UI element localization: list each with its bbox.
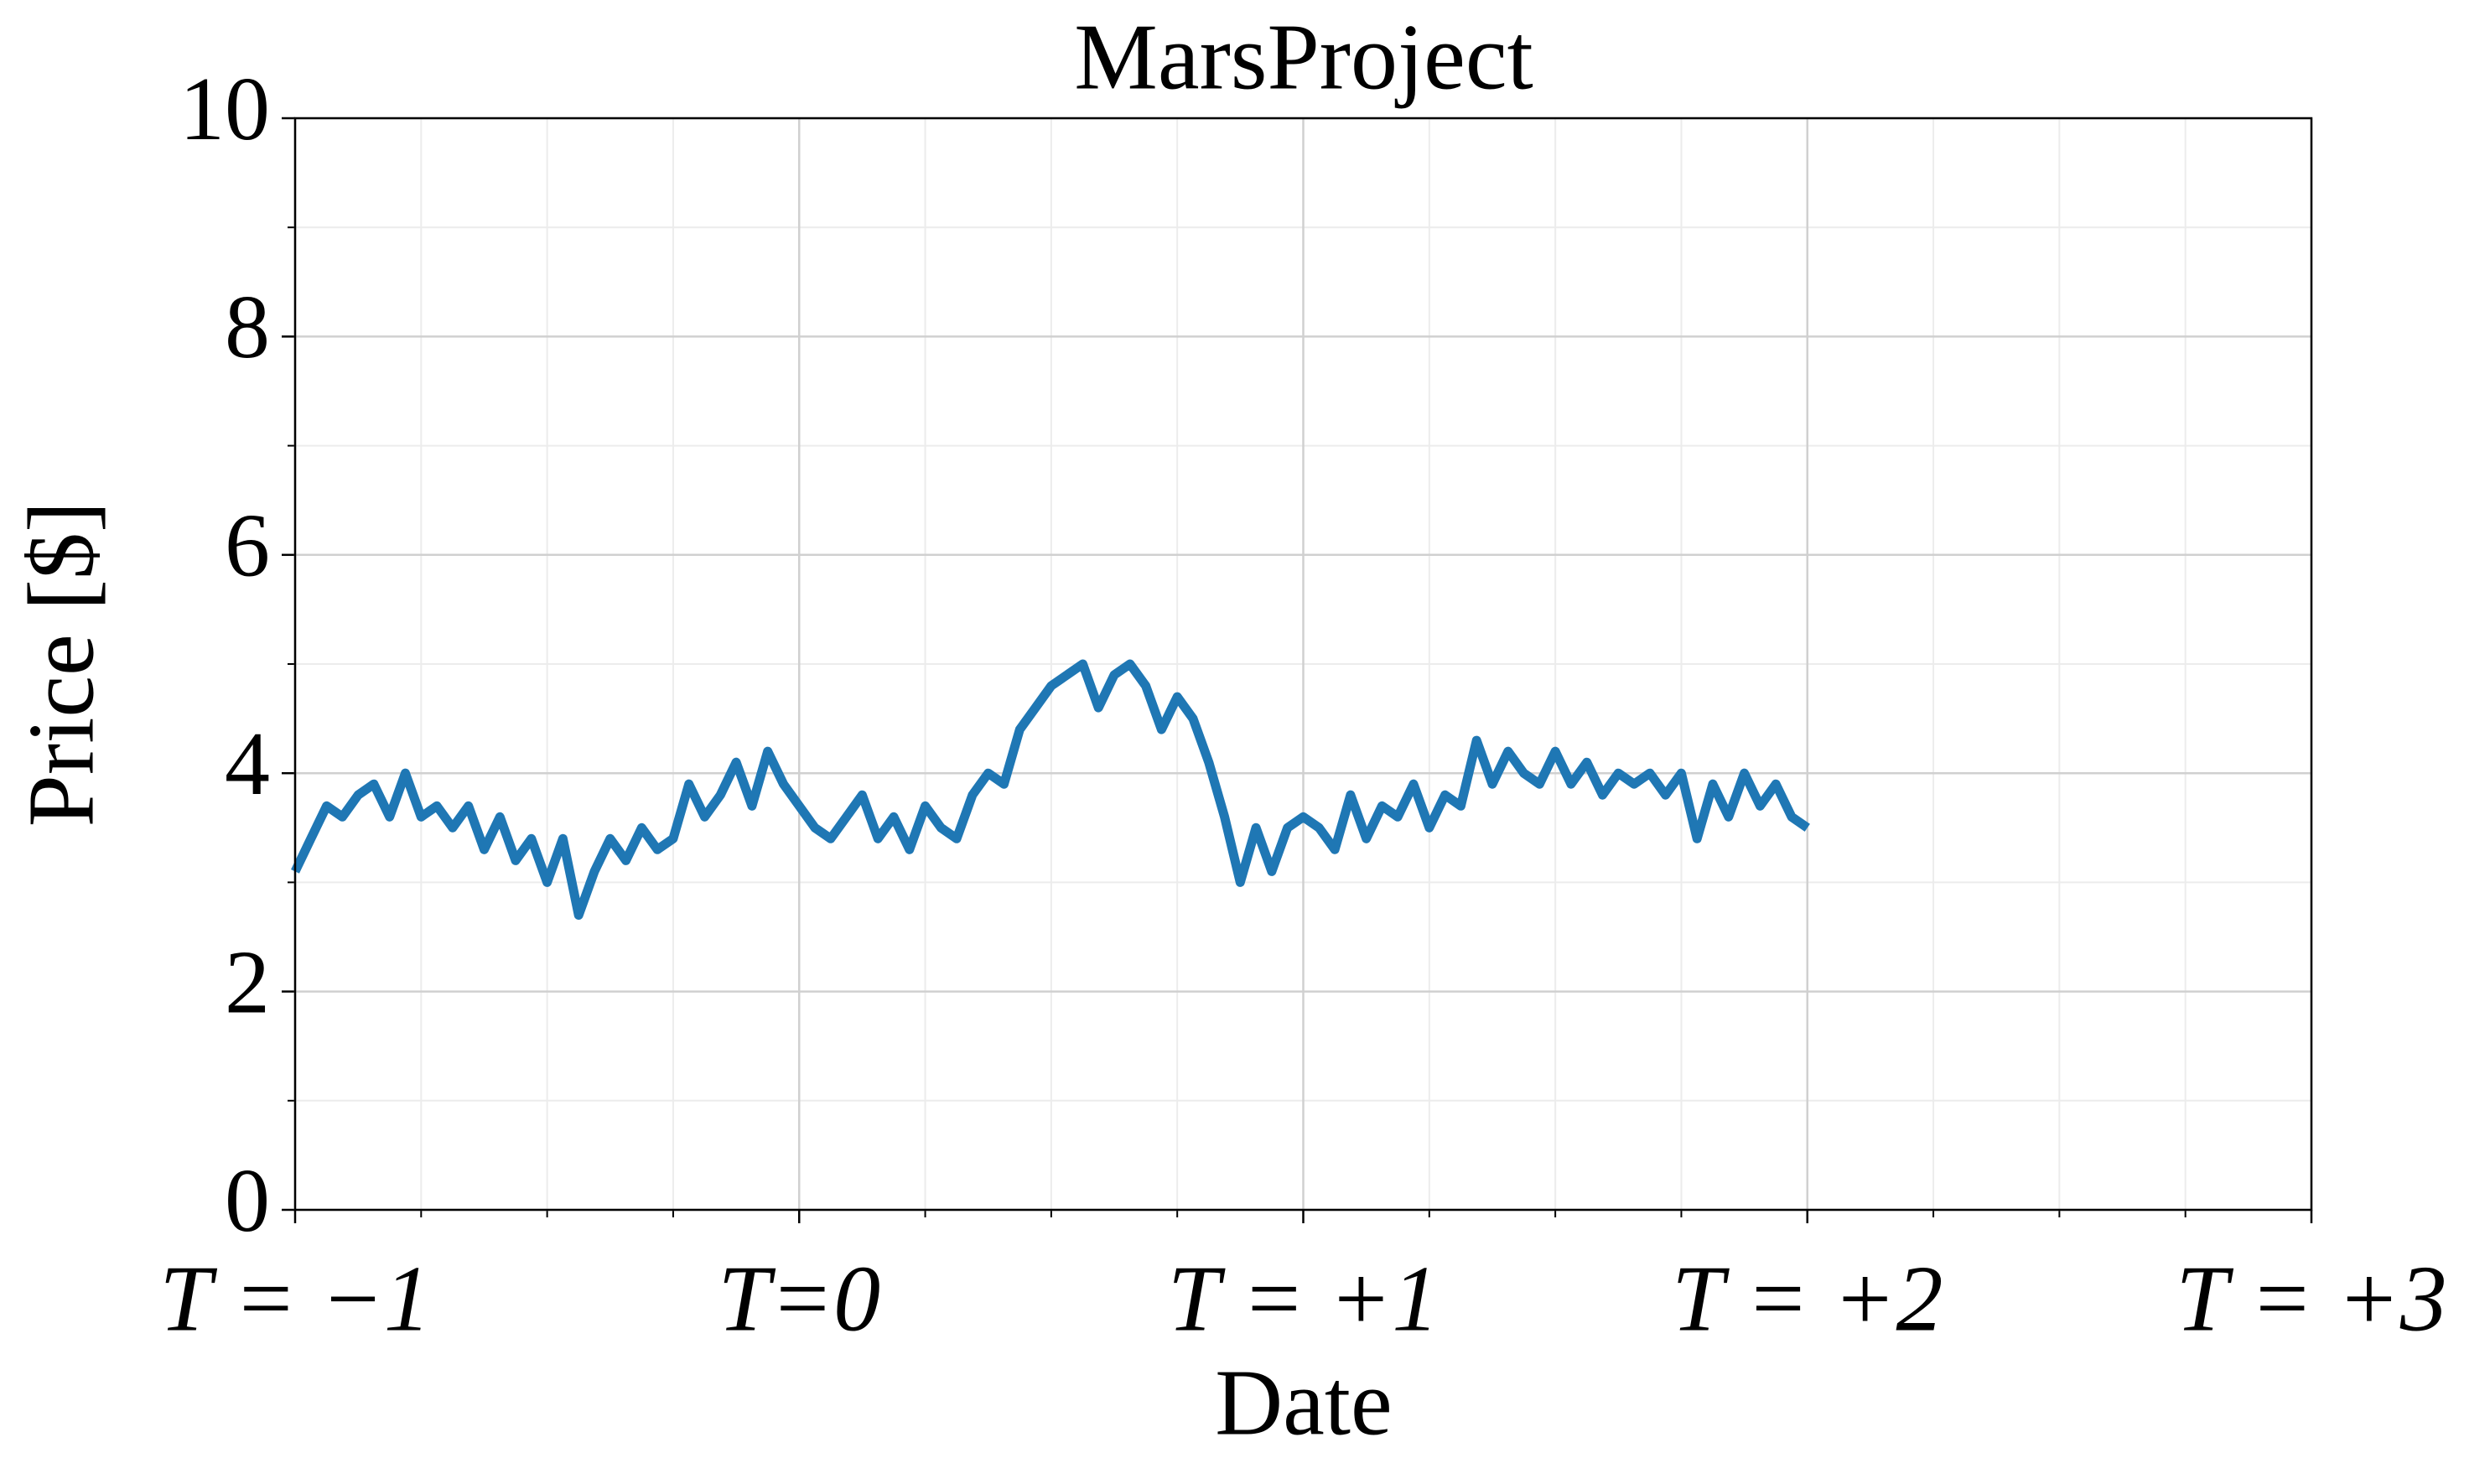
x-tick-label: T = +3 [2176, 1248, 2446, 1352]
y-tick-label: 10 [179, 60, 270, 159]
chart-title: MarsProject [1074, 6, 1533, 110]
plot-frame [293, 117, 2313, 1212]
y-tick-label: 2 [225, 932, 270, 1032]
x-axis-label: Date [1215, 1352, 1392, 1455]
y-tick-label: 4 [225, 714, 270, 814]
y-tick-label: 8 [225, 278, 270, 377]
price-line [291, 659, 1810, 920]
y-tick-label: 6 [225, 496, 270, 596]
y-axis-label: Price [$] [10, 501, 114, 828]
x-tick-label: T = +2 [1672, 1248, 1943, 1352]
x-tick-label: T=0 [718, 1248, 880, 1352]
x-tick-label: T = −1 [159, 1248, 430, 1352]
y-tick-label: 0 [225, 1151, 270, 1251]
x-tick-label: T = +1 [1168, 1248, 1439, 1352]
